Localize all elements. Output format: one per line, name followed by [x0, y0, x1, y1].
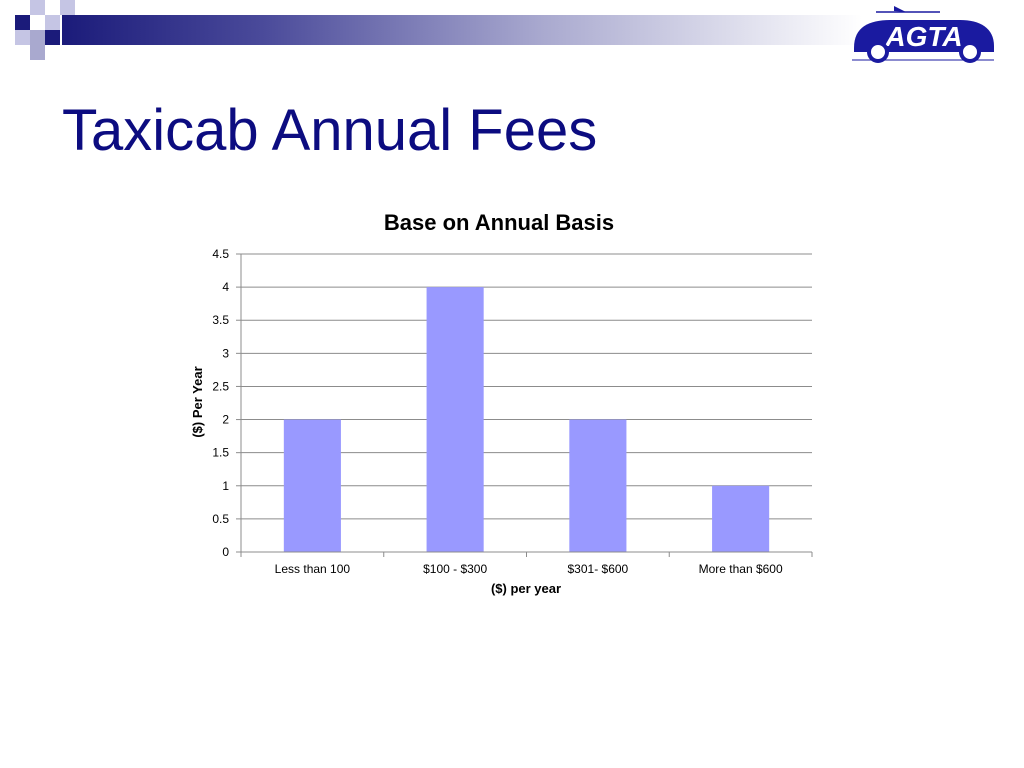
bar	[712, 485, 770, 552]
x-tick-label: More than $600	[699, 562, 783, 576]
y-tick-label: 3	[222, 346, 229, 360]
x-axis-label: ($) per year	[491, 581, 561, 596]
deco-square	[15, 15, 30, 30]
y-tick-label: 0	[222, 545, 229, 559]
x-tick-label: Less than 100	[275, 562, 351, 576]
y-tick-label: 4	[222, 280, 229, 294]
header-decoration	[0, 0, 1024, 70]
bar	[283, 419, 341, 552]
deco-square	[60, 0, 75, 15]
y-tick-labels: 0 0.5 1 1.5 2 2.5 3 3.5 4 4.5	[212, 247, 229, 559]
y-tick-label: 1.5	[212, 446, 229, 460]
logo-text: AGTA	[884, 21, 962, 52]
y-axis-label: ($) Per Year	[190, 366, 205, 437]
deco-square	[45, 30, 60, 45]
x-tick-labels: Less than 100 $100 - $300 $301- $600 More t…	[275, 562, 783, 576]
deco-square	[30, 0, 45, 15]
axes	[240, 254, 813, 557]
car-logo-icon: AGTA	[852, 6, 994, 63]
bars	[283, 287, 770, 552]
chart-title: Base on Annual Basis	[384, 210, 614, 235]
y-tick-label: 4.5	[212, 247, 229, 261]
y-tick-label: 0.5	[212, 512, 229, 526]
x-tick-label: $301- $600	[568, 562, 629, 576]
y-tick-label: 2	[222, 413, 229, 427]
x-tick-label: $100 - $300	[423, 562, 487, 576]
gradient-bar	[62, 15, 862, 45]
deco-square	[30, 45, 45, 60]
y-tick-label: 1	[222, 479, 229, 493]
deco-square	[45, 15, 60, 30]
deco-square	[30, 30, 45, 45]
deco-square	[15, 30, 30, 45]
y-tick-label: 3.5	[212, 313, 229, 327]
slide-title: Taxicab Annual Fees	[62, 98, 598, 163]
y-tick-label: 2.5	[212, 379, 229, 393]
bar	[569, 419, 627, 552]
bar	[426, 287, 484, 552]
